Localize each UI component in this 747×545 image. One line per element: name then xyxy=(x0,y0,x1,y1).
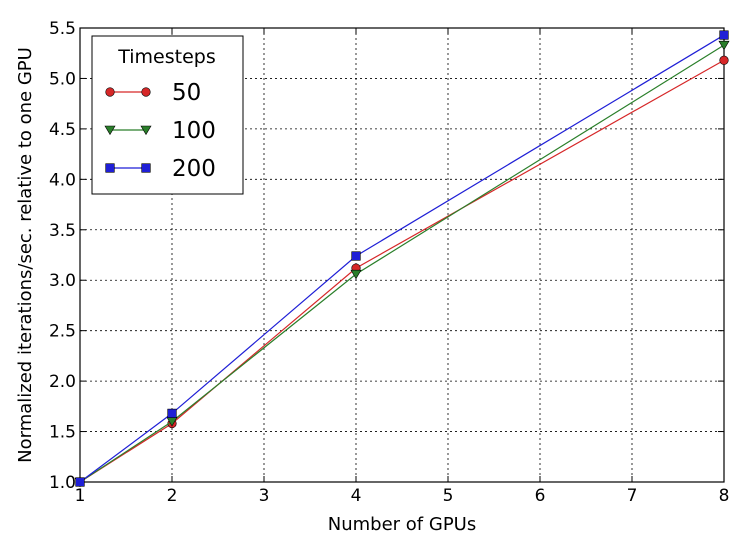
data-point-100 xyxy=(350,269,362,280)
x-tick-label: 6 xyxy=(535,486,546,506)
x-tick-label: 8 xyxy=(719,486,730,506)
legend-marker-200 xyxy=(105,163,115,173)
x-axis-label: Number of GPUs xyxy=(328,514,476,535)
data-point-200 xyxy=(75,477,85,487)
y-tick-label: 5.5 xyxy=(49,19,76,39)
x-tick-label: 1 xyxy=(75,486,86,506)
series-line-50 xyxy=(79,59,725,483)
axis-ticks: 1 2 3 4 5 6 7 8 1.0 1.5 2.0 2.5 3.0 3.5 4.0 4.5 5.0 5.5 xyxy=(49,19,729,506)
legend-label-200: 200 xyxy=(172,156,216,182)
data-point-200 xyxy=(167,408,177,418)
legend-label-50: 50 xyxy=(172,80,201,106)
legend-label-100: 100 xyxy=(172,118,216,144)
x-tick-label: 2 xyxy=(167,486,178,506)
y-tick-label: 1.0 xyxy=(49,473,76,493)
y-tick-label: 2.0 xyxy=(49,372,76,392)
series-line-200 xyxy=(79,34,725,483)
data-point-50 xyxy=(719,55,729,65)
y-tick-label: 3.0 xyxy=(49,271,76,291)
legend: Timesteps 50 100 200 xyxy=(91,35,244,195)
data-point-200 xyxy=(719,30,729,40)
legend-marker-50 xyxy=(105,87,115,97)
x-tick-label: 3 xyxy=(259,486,270,506)
data-point-200 xyxy=(351,251,361,261)
legend-marker-200 xyxy=(141,163,151,173)
x-tick-label: 7 xyxy=(627,486,638,506)
plot-frame xyxy=(79,27,725,483)
y-axis-label: Normalized iterations/sec. relative to o… xyxy=(15,47,36,463)
data-point-100 xyxy=(718,40,730,51)
legend-title: Timesteps xyxy=(117,46,216,68)
x-tick-label: 5 xyxy=(443,486,454,506)
legend-marker-100 xyxy=(140,125,152,136)
legend-marker-50 xyxy=(141,87,151,97)
grid-lines xyxy=(80,28,724,482)
y-tick-label: 2.5 xyxy=(49,322,76,342)
series-line-100 xyxy=(79,44,725,483)
y-tick-label: 4.5 xyxy=(49,120,76,140)
y-tick-label: 3.5 xyxy=(49,221,76,241)
y-tick-label: 1.5 xyxy=(49,423,76,443)
legend-marker-100 xyxy=(104,125,116,136)
y-tick-label: 4.0 xyxy=(49,170,76,190)
x-tick-label: 4 xyxy=(351,486,362,506)
series-group xyxy=(74,30,730,488)
y-tick-label: 5.0 xyxy=(49,69,76,89)
